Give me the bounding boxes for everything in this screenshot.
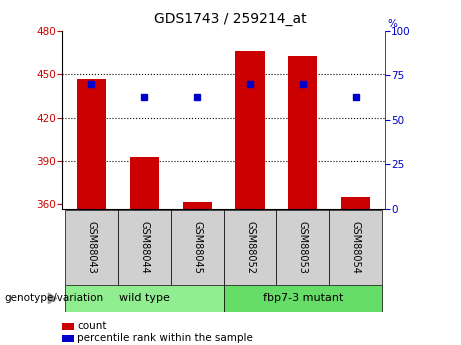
Text: GSM88053: GSM88053 [298,221,308,274]
Bar [65,285,224,312]
Bar [130,157,159,209]
Bar [224,285,382,312]
Text: GSM88044: GSM88044 [139,221,149,274]
Bar [118,210,171,285]
Bar [171,210,224,285]
Text: GDS1743 / 259214_at: GDS1743 / 259214_at [154,12,307,26]
Text: GSM88045: GSM88045 [192,221,202,274]
Bar [341,197,370,209]
Text: count: count [77,321,106,331]
Text: %: % [387,19,397,29]
Text: percentile rank within the sample: percentile rank within the sample [77,333,253,343]
Text: fbp7-3 mutant: fbp7-3 mutant [263,294,343,303]
Bar [77,79,106,209]
Bar [224,210,277,285]
Bar [62,335,74,342]
Bar [236,51,265,209]
Text: wild type: wild type [119,294,170,303]
Text: GSM88054: GSM88054 [351,221,361,274]
Bar [65,210,118,285]
Text: GSM88052: GSM88052 [245,221,255,274]
Bar [289,56,318,209]
Bar [62,323,74,330]
Text: genotype/variation: genotype/variation [5,294,104,303]
Bar [183,201,212,209]
Bar [330,210,382,285]
Text: GSM88043: GSM88043 [86,221,96,274]
Polygon shape [48,293,57,304]
Bar [277,210,330,285]
